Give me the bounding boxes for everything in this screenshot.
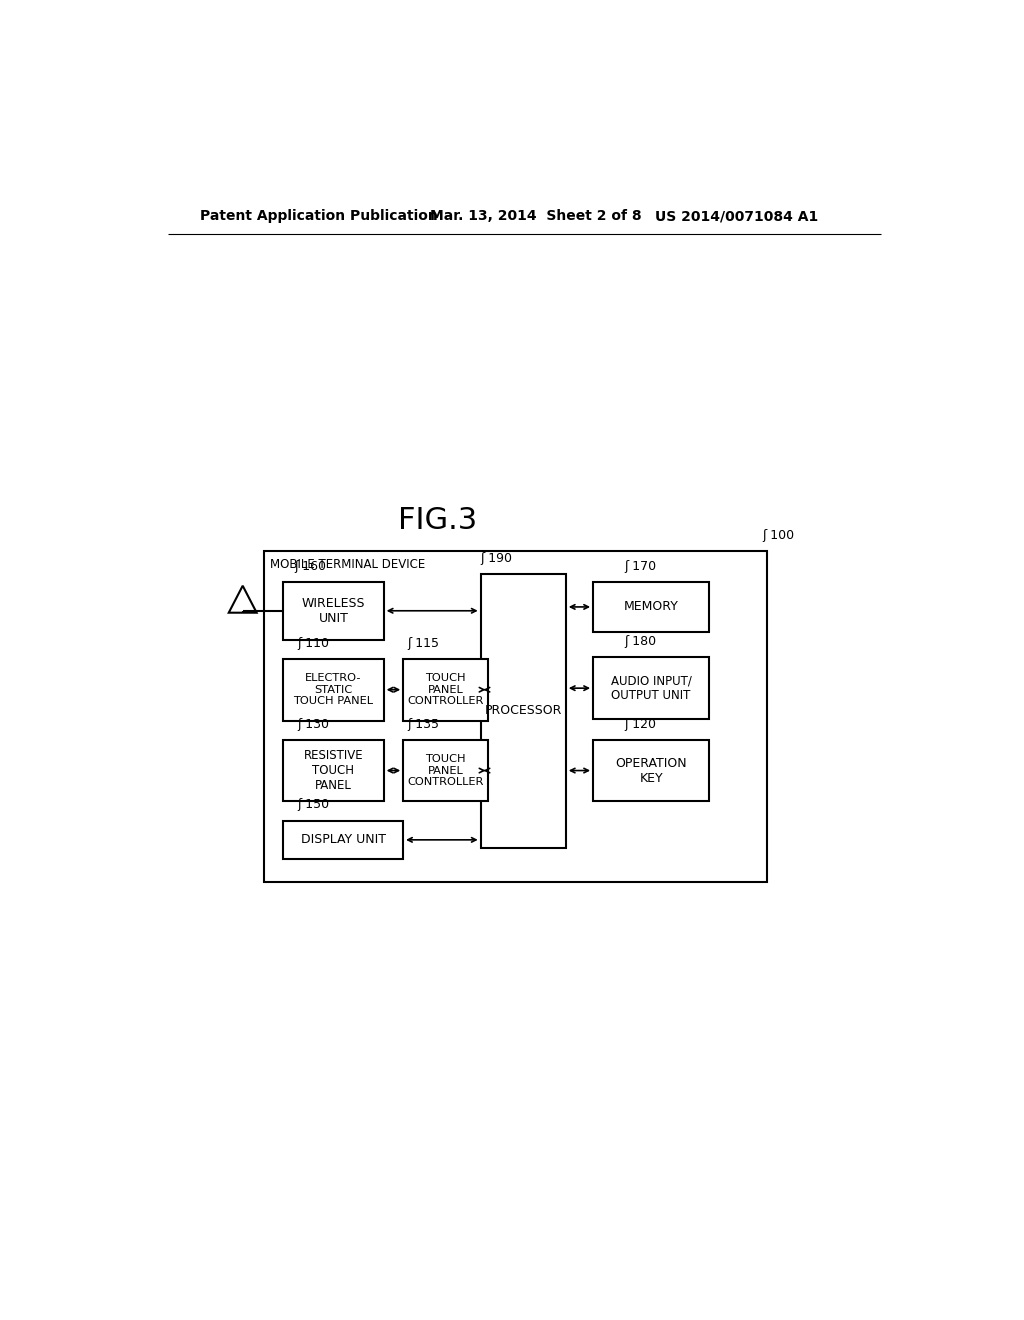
Bar <box>263 552 767 882</box>
Bar <box>593 582 710 632</box>
Bar <box>403 659 488 721</box>
Text: PROCESSOR: PROCESSOR <box>484 705 562 717</box>
Text: ELECTRO-
STATIC
TOUCH PANEL: ELECTRO- STATIC TOUCH PANEL <box>293 673 374 706</box>
Text: RESISTIVE
TOUCH
PANEL: RESISTIVE TOUCH PANEL <box>303 748 364 792</box>
Text: ʃ 115: ʃ 115 <box>407 636 439 649</box>
Text: WIRELESS
UNIT: WIRELESS UNIT <box>302 597 366 624</box>
Bar <box>283 582 384 640</box>
Text: ʃ 100: ʃ 100 <box>762 529 794 543</box>
Text: ʃ 130: ʃ 130 <box>297 718 329 730</box>
Bar <box>283 739 384 801</box>
Text: ʃ 180: ʃ 180 <box>624 635 656 648</box>
Text: MOBILE TERMINAL DEVICE: MOBILE TERMINAL DEVICE <box>270 558 425 572</box>
Text: MEMORY: MEMORY <box>624 601 679 614</box>
Text: TOUCH
PANEL
CONTROLLER: TOUCH PANEL CONTROLLER <box>408 673 484 706</box>
Text: ʃ 110: ʃ 110 <box>297 636 329 649</box>
Text: Mar. 13, 2014  Sheet 2 of 8: Mar. 13, 2014 Sheet 2 of 8 <box>430 209 642 223</box>
Text: FIG.3: FIG.3 <box>398 506 477 535</box>
Text: OPERATION
KEY: OPERATION KEY <box>615 756 687 784</box>
Text: AUDIO INPUT/
OUTPUT UNIT: AUDIO INPUT/ OUTPUT UNIT <box>610 675 691 702</box>
Text: ʃ 150: ʃ 150 <box>297 799 329 812</box>
Bar <box>593 739 710 801</box>
Bar <box>593 657 710 719</box>
Text: Patent Application Publication: Patent Application Publication <box>200 209 438 223</box>
Bar <box>283 821 403 859</box>
Text: US 2014/0071084 A1: US 2014/0071084 A1 <box>655 209 818 223</box>
Bar <box>403 739 488 801</box>
Bar <box>480 574 566 847</box>
Text: ʃ 120: ʃ 120 <box>624 718 656 730</box>
Text: ʃ 190: ʃ 190 <box>480 552 513 565</box>
Text: ʃ 170: ʃ 170 <box>624 560 656 573</box>
Text: ʃ 135: ʃ 135 <box>407 718 439 730</box>
Text: DISPLAY UNIT: DISPLAY UNIT <box>301 833 386 846</box>
Text: ʃ 160: ʃ 160 <box>295 560 327 573</box>
Bar <box>283 659 384 721</box>
Text: TOUCH
PANEL
CONTROLLER: TOUCH PANEL CONTROLLER <box>408 754 484 787</box>
